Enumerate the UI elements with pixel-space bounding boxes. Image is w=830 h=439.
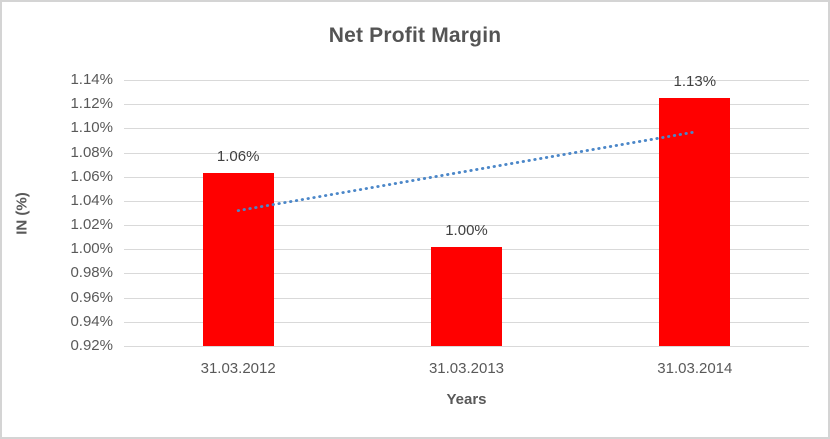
gridline — [124, 80, 809, 81]
x-tick-label: 31.03.2012 — [200, 360, 276, 377]
y-tick-label: 1.02% — [70, 216, 113, 234]
x-tick-label: 31.03.2013 — [428, 360, 505, 377]
gridline — [124, 225, 809, 227]
gridline — [124, 346, 809, 347]
y-tick-label: 0.92% — [70, 337, 113, 354]
bar-value-label: 1.06% — [216, 148, 260, 166]
y-tick-label: 1.14% — [70, 71, 113, 88]
y-tick-label: 1.12% — [70, 95, 113, 113]
chart-title: Net Profit Margin — [328, 24, 502, 47]
y-tick-label: 1.08% — [70, 143, 113, 161]
y-tick-label: 1.00% — [70, 240, 113, 258]
x-tick-label: 31.03.2014 — [657, 360, 733, 377]
gridline — [124, 128, 809, 130]
y-tick-label: 0.94% — [70, 312, 113, 330]
bar — [431, 246, 502, 346]
bar — [202, 173, 274, 346]
x-axis-title: Years — [446, 391, 487, 408]
y-tick-label: 1.10% — [70, 119, 113, 137]
y-tick-label: 1.06% — [70, 167, 113, 185]
bar-value-label: 1.13% — [673, 73, 717, 91]
y-tick-label: 1.04% — [70, 191, 113, 209]
y-tick-label: 0.98% — [70, 264, 113, 282]
bar-value-label: 1.00% — [445, 221, 488, 239]
gridline — [124, 104, 809, 106]
bar — [659, 98, 731, 346]
y-tick-label: 0.96% — [70, 288, 113, 306]
